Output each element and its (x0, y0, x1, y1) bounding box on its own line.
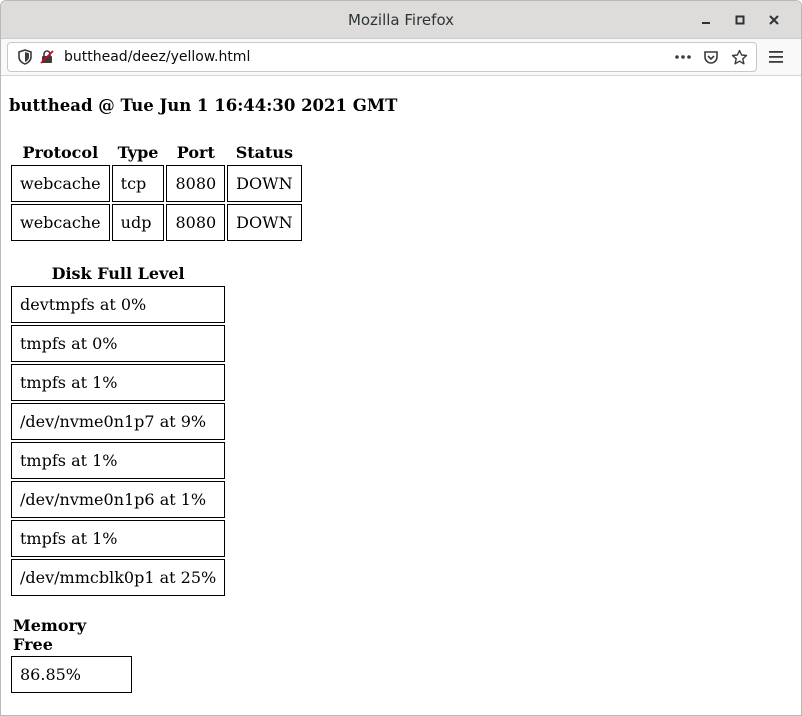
close-icon (769, 15, 779, 25)
table-row: /dev/mmcblk0p1 at 25% (11, 559, 226, 596)
url-text[interactable]: butthead/deez/yellow.html (64, 49, 251, 65)
memory-free-header: Memory Free (13, 616, 87, 654)
table-row: devtmpfs at 0% (11, 286, 226, 323)
column-header-protocol: Protocol (22, 142, 99, 162)
disk-cell: /dev/nvme0n1p7 at 9% (11, 403, 226, 440)
column-header-port: Port (176, 142, 215, 162)
pocket-icon[interactable] (700, 46, 722, 68)
disk-cell: /dev/nvme0n1p6 at 1% (11, 481, 226, 518)
table-row: /dev/nvme0n1p6 at 1% (11, 481, 226, 518)
memory-free-value: 86.85% (11, 656, 132, 693)
table-row: webcache tcp 8080 DOWN (11, 165, 302, 202)
page-heading: butthead @ Tue Jun 1 16:44:30 2021 GMT (9, 96, 398, 115)
hamburger-menu-icon (769, 51, 783, 63)
navigation-bar: butthead/deez/yellow.html (1, 39, 801, 76)
memory-table: Memory Free 86.85% (9, 614, 134, 695)
disk-table: Disk Full Level devtmpfs at 0% tmpfs at … (9, 260, 227, 598)
disk-cell: tmpfs at 1% (11, 364, 226, 401)
disk-full-level-header: Disk Full Level (51, 263, 185, 283)
table-row: tmpfs at 1% (11, 442, 226, 479)
memory-header-row: Memory Free (11, 616, 132, 654)
maximize-button[interactable] (723, 1, 757, 39)
protocol-cell: webcache (11, 165, 110, 202)
more-actions-icon[interactable] (672, 46, 694, 68)
table-row: webcache udp 8080 DOWN (11, 204, 302, 241)
table-row: tmpfs at 1% (11, 364, 226, 401)
status-cell: DOWN (227, 204, 302, 241)
disk-cell: tmpfs at 1% (11, 442, 226, 479)
url-bar[interactable]: butthead/deez/yellow.html (7, 42, 757, 72)
column-header-type: Type (117, 142, 159, 162)
close-button[interactable] (757, 1, 791, 39)
app-menu-button[interactable] (763, 42, 789, 72)
minimize-button[interactable] (689, 1, 723, 39)
type-cell: udp (111, 204, 165, 241)
insecure-lock-icon[interactable] (36, 46, 58, 68)
shield-icon[interactable] (14, 46, 36, 68)
bookmark-star-icon[interactable] (728, 46, 750, 68)
disk-cell: tmpfs at 1% (11, 520, 226, 557)
table-row: tmpfs at 1% (11, 520, 226, 557)
services-table: Protocol Type Port Status webcache tcp 8… (9, 139, 304, 243)
title-bar: Mozilla Firefox (1, 1, 801, 39)
minimize-icon (702, 22, 710, 24)
maximize-icon (735, 15, 745, 25)
disk-cell: /dev/mmcblk0p1 at 25% (11, 559, 226, 596)
type-cell: tcp (111, 165, 165, 202)
disk-header-row: Disk Full Level (11, 262, 225, 284)
page-content: butthead @ Tue Jun 1 16:44:30 2021 GMT P… (1, 76, 800, 715)
disk-cell: devtmpfs at 0% (11, 286, 226, 323)
status-cell: DOWN (227, 165, 302, 202)
window-controls (689, 1, 791, 39)
services-header-row: Protocol Type Port Status (11, 141, 302, 163)
url-bar-actions (672, 46, 750, 68)
window-title: Mozilla Firefox (347, 10, 455, 29)
column-header-status: Status (235, 142, 294, 162)
port-cell: 8080 (166, 204, 226, 241)
table-row: 86.85% (11, 656, 132, 693)
disk-cell: tmpfs at 0% (11, 325, 226, 362)
protocol-cell: webcache (11, 204, 110, 241)
table-row: tmpfs at 0% (11, 325, 226, 362)
table-row: /dev/nvme0n1p7 at 9% (11, 403, 226, 440)
port-cell: 8080 (166, 165, 226, 202)
